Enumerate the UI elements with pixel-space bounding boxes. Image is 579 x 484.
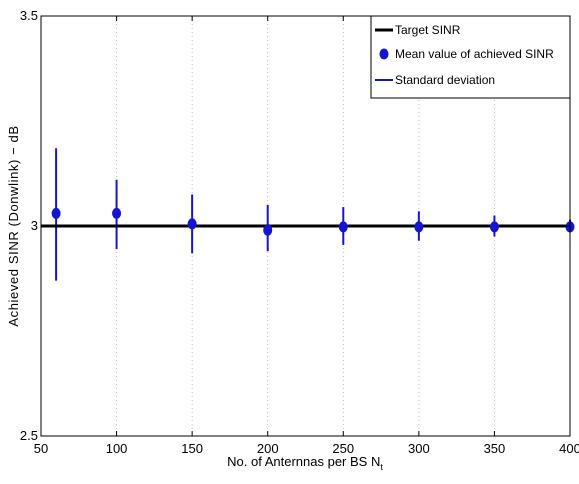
x-axis-title: No. of Anternnas per BS Nt: [227, 454, 383, 472]
legend-std-label: Standard deviation: [395, 73, 495, 87]
mean-sinr-point: [51, 207, 61, 219]
x-tick-label: 350: [484, 441, 506, 456]
series-layer: [41, 148, 575, 281]
legend-box: [370, 15, 571, 99]
x-tick-label: 200: [257, 441, 279, 456]
mean-sinr-point: [112, 207, 122, 219]
legend: Target SINR Mean value of achieved SINR St…: [370, 15, 571, 99]
x-tick-label: 50: [34, 441, 48, 456]
y-tick-label: 3: [31, 218, 38, 233]
mean-sinr-point: [414, 221, 424, 233]
x-tick-label: 250: [332, 441, 354, 456]
x-tick-label: 150: [181, 441, 203, 456]
x-tick-label: 100: [106, 441, 128, 456]
x-axis-title-main: No. of Anternnas per BS N: [227, 454, 380, 469]
y-tick-label: 3.5: [20, 8, 38, 23]
mean-sinr-point: [187, 218, 197, 230]
mean-sinr-point: [338, 221, 348, 233]
axis-ticks: 50 100 150 200 250 300 350 400 2.5 3 3.5: [20, 8, 579, 456]
legend-mean-label: Mean value of achieved SINR: [395, 47, 554, 61]
mean-sinr-point: [489, 221, 499, 233]
legend-mean-swatch: [379, 48, 389, 60]
x-tick-label: 300: [408, 441, 430, 456]
legend-target-label: Target SINR: [395, 23, 461, 37]
x-axis-title-subscript: t: [380, 462, 383, 472]
y-axis-title: Achieved SINR (Donwlink) − dB: [6, 125, 21, 326]
y-tick-label: 2.5: [20, 428, 38, 443]
mean-sinr-point: [263, 224, 273, 236]
x-tick-label: 400: [559, 441, 579, 456]
